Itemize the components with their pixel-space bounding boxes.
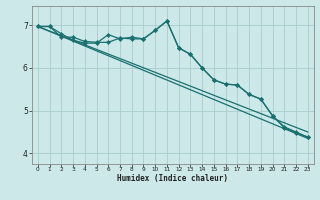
X-axis label: Humidex (Indice chaleur): Humidex (Indice chaleur) [117,174,228,183]
